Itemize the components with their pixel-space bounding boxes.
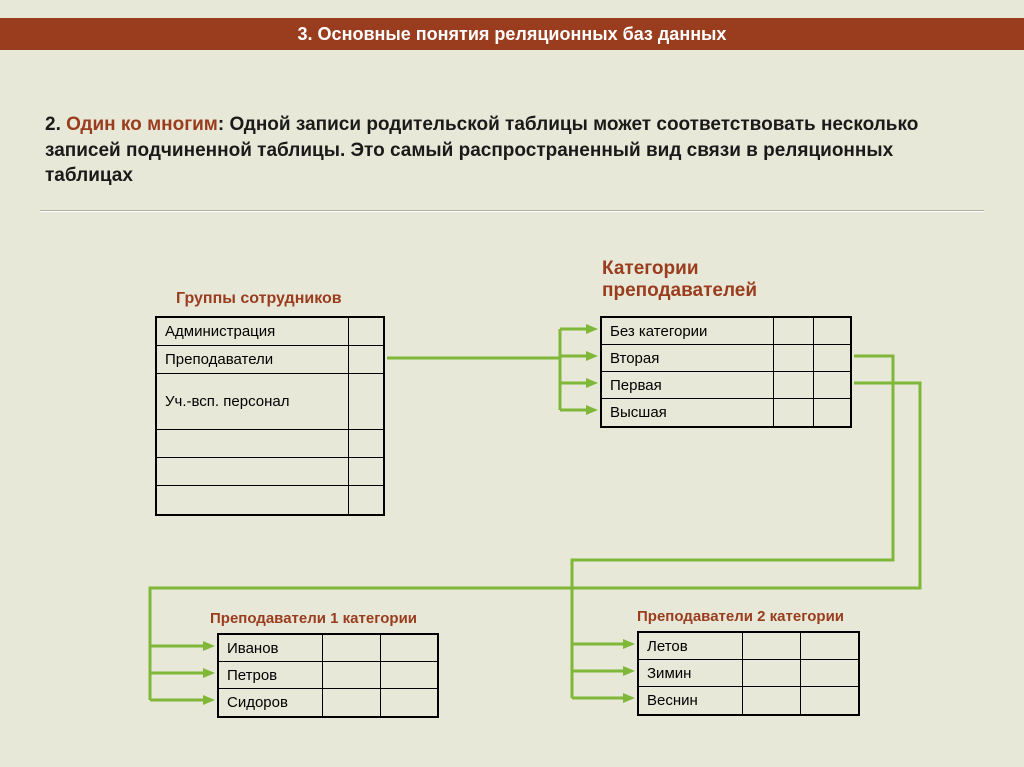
table-cell (381, 635, 437, 661)
table-row: Без категории (602, 318, 850, 345)
table-cell (743, 633, 801, 659)
table-cell: Уч.-всп. персонал (157, 374, 349, 429)
table-row: Высшая (602, 399, 850, 426)
table-cell (774, 345, 814, 371)
table-row: Веснин (639, 687, 858, 714)
table-cell (381, 689, 437, 716)
table-title-teachers1: Преподаватели 1 категории (210, 610, 417, 627)
table-row: Первая (602, 372, 850, 399)
table-cell (349, 458, 383, 485)
table-row: Летов (639, 633, 858, 660)
table-row: Зимин (639, 660, 858, 687)
table-title-categories: Категории преподавателей (602, 258, 842, 302)
table-teachers2: ЛетовЗиминВеснин (637, 631, 860, 716)
table-cell (157, 430, 349, 457)
table-cell (323, 662, 381, 688)
table-cell: Зимин (639, 660, 743, 686)
table-row: Иванов (219, 635, 437, 662)
table-row (157, 486, 383, 514)
table-row: Петров (219, 662, 437, 689)
table-cell: Веснин (639, 687, 743, 714)
table-cell (774, 399, 814, 426)
table-cell (157, 458, 349, 485)
table-cell (774, 372, 814, 398)
table-cell (381, 662, 437, 688)
table-cell: Иванов (219, 635, 323, 661)
table-groups: АдминистрацияПреподавателиУч.-всп. персо… (155, 316, 385, 516)
table-cell (157, 486, 349, 514)
table-cell (323, 635, 381, 661)
intro-paragraph: 2. Один ко многим: Одной записи родитель… (45, 112, 964, 189)
intro-num: 2. (45, 114, 66, 135)
table-cell: Петров (219, 662, 323, 688)
table-title-groups: Группы сотрудников (176, 290, 342, 308)
table-cell (774, 318, 814, 344)
table-cell (349, 430, 383, 457)
table-cell (814, 399, 850, 426)
divider (40, 210, 984, 212)
page-header: 3. Основные понятия реляционных баз данн… (0, 18, 1024, 50)
table-row: Уч.-всп. персонал (157, 374, 383, 430)
table-cell: Сидоров (219, 689, 323, 716)
table-cell (801, 687, 858, 714)
table-cell (323, 689, 381, 716)
table-cell: Высшая (602, 399, 774, 426)
table-row (157, 458, 383, 486)
table-cell: Летов (639, 633, 743, 659)
table-cell: Вторая (602, 345, 774, 371)
table-row (157, 430, 383, 458)
table-cell (349, 486, 383, 514)
table-row: Администрация (157, 318, 383, 346)
table-cell (801, 633, 858, 659)
table-categories: Без категорииВтораяПерваяВысшая (600, 316, 852, 428)
table-cell (801, 660, 858, 686)
table-cell (814, 345, 850, 371)
table-cell: Преподаватели (157, 346, 349, 373)
table-cell: Без категории (602, 318, 774, 344)
table-row: Сидоров (219, 689, 437, 716)
table-cell (349, 318, 383, 345)
table-cell (349, 374, 383, 429)
table-cell (814, 318, 850, 344)
intro-highlight: Один ко многим (66, 114, 218, 135)
table-cell: Первая (602, 372, 774, 398)
table-cell (743, 687, 801, 714)
table-title-teachers2: Преподаватели 2 категории (637, 608, 844, 625)
table-row: Вторая (602, 345, 850, 372)
table-row: Преподаватели (157, 346, 383, 374)
table-cell (743, 660, 801, 686)
table-teachers1: ИвановПетровСидоров (217, 633, 439, 718)
table-cell (814, 372, 850, 398)
table-cell (349, 346, 383, 373)
page-header-text: 3. Основные понятия реляционных баз данн… (298, 24, 727, 44)
table-cell: Администрация (157, 318, 349, 345)
